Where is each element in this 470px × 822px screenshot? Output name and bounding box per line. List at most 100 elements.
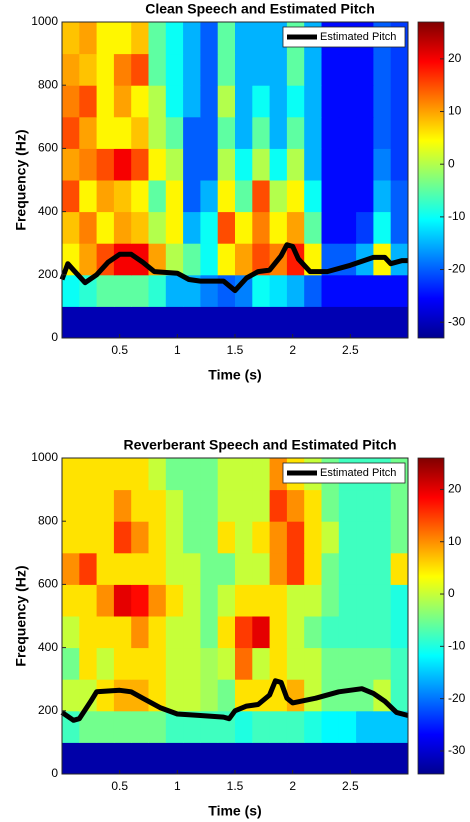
- y-tick-label: 800: [38, 513, 58, 527]
- heatmap-cell: [252, 22, 271, 55]
- heatmap-cell: [79, 679, 98, 712]
- heatmap-cell: [286, 211, 305, 244]
- heatmap-cell: [321, 584, 340, 617]
- heatmap-cell: [338, 148, 357, 181]
- heatmap-cell: [131, 53, 149, 86]
- heatmap-cell: [200, 53, 219, 86]
- heatmap-cell: [217, 306, 236, 339]
- heatmap-cell: [235, 679, 253, 712]
- heatmap-cell: [200, 306, 219, 339]
- heatmap-cell: [252, 116, 271, 149]
- heatmap-cell: [269, 742, 288, 775]
- heatmap-cell: [217, 616, 236, 649]
- heatmap-cell: [217, 584, 236, 617]
- x-tick-label: 1: [174, 343, 181, 357]
- heatmap-cell: [390, 306, 409, 339]
- y-axis-label: Frequency (Hz): [13, 129, 29, 230]
- heatmap-cell: [217, 521, 236, 554]
- heatmap-cell: [79, 306, 98, 339]
- heatmap-cell: [235, 53, 253, 86]
- heatmap-cell: [165, 211, 184, 244]
- heatmap-cell: [96, 22, 115, 55]
- heatmap-cell: [269, 148, 288, 181]
- heatmap-cell: [79, 22, 98, 55]
- heatmap-cell: [148, 552, 167, 585]
- y-tick-label: 800: [38, 77, 58, 91]
- heatmap-cell: [390, 85, 409, 118]
- heatmap-cell: [62, 489, 80, 522]
- heatmap-cell: [131, 521, 149, 554]
- heatmap-cell: [286, 489, 305, 522]
- heatmap-cell: [96, 274, 115, 307]
- heatmap-cell: [79, 552, 98, 585]
- heatmap-cell: [390, 521, 409, 554]
- heatmap-cell: [148, 584, 167, 617]
- heatmap-cell: [79, 180, 98, 213]
- heatmap-cell: [217, 243, 236, 276]
- colorbar-tick-label: 0: [448, 156, 455, 170]
- heatmap-cell: [183, 85, 201, 118]
- colorbar-tick-label: -30: [448, 743, 466, 757]
- heatmap-cell: [148, 116, 167, 149]
- heatmap-cell: [252, 148, 271, 181]
- heatmap-cell: [235, 584, 253, 617]
- heatmap-cell: [252, 274, 271, 307]
- heatmap-cell: [338, 243, 357, 276]
- chart-title: Clean Speech and Estimated Pitch: [145, 1, 375, 17]
- heatmap-cell: [148, 148, 167, 181]
- heatmap-cell: [373, 211, 392, 244]
- heatmap-cell: [304, 274, 322, 307]
- heatmap-cell: [200, 148, 219, 181]
- heatmap-cell: [217, 22, 236, 55]
- legend-box: [282, 26, 406, 48]
- y-tick-label: 400: [38, 204, 58, 218]
- heatmap-cell: [217, 679, 236, 712]
- heatmap-cell: [62, 458, 80, 491]
- heatmap-cell: [62, 53, 80, 86]
- heatmap-cell: [183, 211, 201, 244]
- heatmap-cell: [286, 306, 305, 339]
- heatmap-cell: [113, 211, 132, 244]
- heatmap-cell: [217, 552, 236, 585]
- heatmap-cell: [183, 647, 201, 680]
- heatmap-cell: [217, 116, 236, 149]
- x-tick-label: 2: [289, 343, 296, 357]
- heatmap-cell: [148, 458, 167, 491]
- heatmap-cell: [269, 616, 288, 649]
- heatmap-cell: [235, 710, 253, 743]
- heatmap-cell: [235, 85, 253, 118]
- heatmap-cell: [356, 742, 374, 775]
- heatmap-cell: [165, 180, 184, 213]
- heatmap-cell: [62, 85, 80, 118]
- heatmap-cell: [165, 22, 184, 55]
- heatmap-cell: [96, 647, 115, 680]
- heatmap-cell: [200, 22, 219, 55]
- heatmap-cell: [79, 116, 98, 149]
- heatmap-cell: [356, 647, 374, 680]
- heatmap-cell: [200, 85, 219, 118]
- heatmap-cell: [390, 116, 409, 149]
- heatmap-cell: [131, 148, 149, 181]
- heatmap-cell: [79, 243, 98, 276]
- heatmap-cell: [131, 710, 149, 743]
- heatmap-cell: [183, 116, 201, 149]
- heatmap-cell: [96, 710, 115, 743]
- heatmap-cell: [131, 211, 149, 244]
- heatmap-cell: [79, 148, 98, 181]
- heatmap-cell: [373, 148, 392, 181]
- heatmap-cell: [356, 679, 374, 712]
- heatmap-cell: [131, 552, 149, 585]
- heatmap-cell: [235, 306, 253, 339]
- heatmap-cell: [96, 521, 115, 554]
- heatmap-cell: [252, 742, 271, 775]
- colorbar-tick-label: -20: [448, 262, 466, 276]
- heatmap-cell: [286, 710, 305, 743]
- y-tick-label: 1000: [31, 14, 58, 28]
- heatmap-cell: [183, 742, 201, 775]
- heatmap-cell: [321, 274, 340, 307]
- heatmap-cell: [79, 458, 98, 491]
- heatmap-cell: [235, 458, 253, 491]
- heatmap-cell: [338, 521, 357, 554]
- heatmap-cell: [79, 616, 98, 649]
- heatmap-cell: [321, 616, 340, 649]
